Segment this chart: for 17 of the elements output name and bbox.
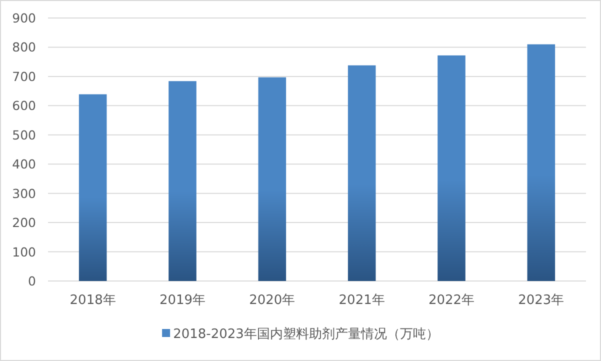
y-tick-label: 0: [28, 274, 36, 288]
y-tick-label: 100: [12, 244, 36, 260]
x-tick-label: 2022年: [428, 293, 475, 308]
y-tick-label: 200: [12, 215, 36, 230]
legend-label: 2018-2023年国内塑料助剂产量情况（万吨）: [173, 326, 439, 342]
x-tick-label: 2023年: [518, 293, 564, 308]
y-tick-label: 600: [12, 98, 36, 114]
x-tick-label: 2021年: [338, 293, 385, 308]
y-tick-label: 700: [12, 68, 36, 84]
x-tick-label: 2019年: [159, 293, 206, 308]
y-tick-label: 500: [12, 127, 36, 142]
y-tick-label: 900: [12, 10, 36, 26]
y-tick-label: 400: [12, 156, 36, 172]
y-tick-label: 800: [12, 40, 36, 55]
y-tick-label: 300: [12, 186, 36, 201]
x-tick-label: 2018年: [70, 293, 116, 308]
x-tick-label: 2020年: [249, 293, 296, 308]
